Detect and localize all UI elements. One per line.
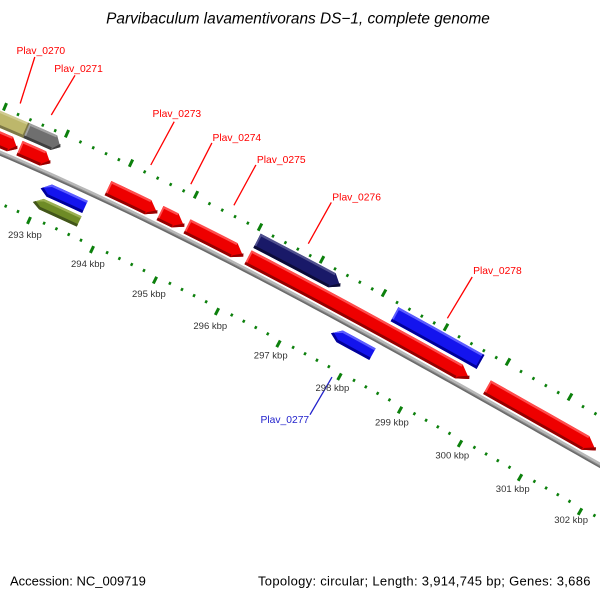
svg-text:293 kbp: 293 kbp (8, 230, 42, 241)
svg-text:299 kbp: 299 kbp (375, 417, 409, 428)
svg-text:298 kbp: 298 kbp (316, 383, 350, 394)
svg-text:Plav_0276: Plav_0276 (332, 192, 381, 203)
svg-text:301 kbp: 301 kbp (496, 484, 530, 495)
svg-text:Plav_0274: Plav_0274 (213, 133, 262, 144)
svg-text:Plav_0270: Plav_0270 (17, 46, 66, 57)
svg-text:294 kbp: 294 kbp (71, 259, 105, 270)
svg-text:Plav_0273: Plav_0273 (153, 109, 202, 120)
svg-text:297 kbp: 297 kbp (254, 351, 288, 362)
svg-text:Topology: circular; Length: 3,: Topology: circular; Length: 3,914,745 bp… (258, 574, 591, 589)
svg-text:Plav_0277: Plav_0277 (261, 415, 310, 426)
svg-text:300 kbp: 300 kbp (435, 451, 469, 462)
svg-text:Plav_0278: Plav_0278 (473, 266, 522, 277)
svg-text:295 kbp: 295 kbp (132, 289, 166, 300)
svg-text:296 kbp: 296 kbp (193, 321, 227, 332)
svg-text:Accession: NC_009719: Accession: NC_009719 (10, 574, 146, 589)
svg-text:Plav_0271: Plav_0271 (54, 64, 103, 75)
svg-text:Plav_0275: Plav_0275 (257, 155, 306, 166)
svg-text:302 kbp: 302 kbp (554, 515, 588, 526)
svg-text:Parvibaculum lavamentivorans D: Parvibaculum lavamentivorans DS−1, compl… (106, 10, 490, 27)
